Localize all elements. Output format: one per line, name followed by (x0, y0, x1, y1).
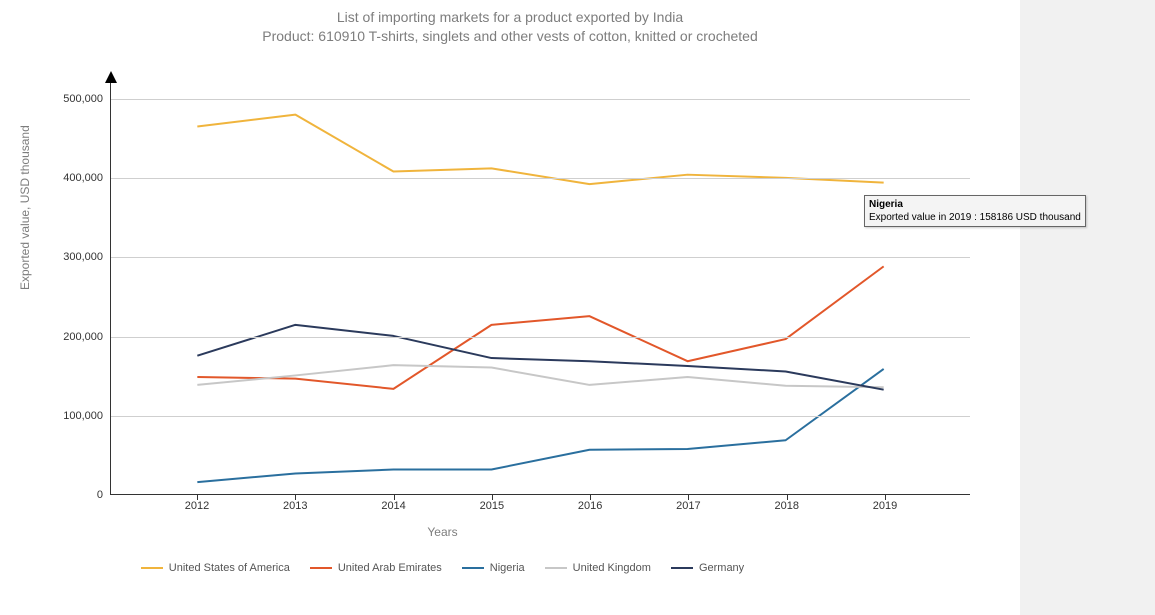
side-panel (1020, 0, 1155, 615)
chart-title-block: List of importing markets for a product … (0, 0, 1020, 46)
legend-swatch (310, 567, 332, 569)
gridline (111, 257, 970, 258)
legend-label: United States of America (169, 562, 290, 574)
x-tick-label: 2015 (480, 494, 504, 512)
legend-label: Nigeria (490, 562, 525, 574)
legend-swatch (141, 567, 163, 569)
gridline (111, 178, 970, 179)
gridline (111, 99, 970, 100)
legend-label: Germany (699, 562, 744, 574)
legend-item[interactable]: Germany (671, 562, 744, 574)
plot-area[interactable]: 0100,000200,000300,000400,000500,0002012… (110, 83, 970, 495)
legend-item[interactable]: United States of America (141, 562, 290, 574)
x-tick-label: 2016 (578, 494, 602, 512)
gridline (111, 416, 970, 417)
x-tick-label: 2012 (185, 494, 209, 512)
legend-item[interactable]: Nigeria (462, 562, 525, 574)
legend: United States of America United Arab Emir… (0, 560, 885, 574)
y-tick-label: 300,000 (63, 251, 111, 263)
series-layer (111, 83, 970, 494)
series-line[interactable] (197, 365, 883, 387)
chart-container: List of importing markets for a product … (0, 0, 1020, 615)
tooltip: Nigeria Exported value in 2019 : 158186 … (864, 195, 1086, 227)
y-tick-label: 0 (97, 489, 111, 501)
y-tick-label: 400,000 (63, 172, 111, 184)
legend-label: United Kingdom (573, 562, 651, 574)
x-tick-label: 2019 (873, 494, 897, 512)
y-tick-label: 100,000 (63, 410, 111, 422)
y-axis-arrow-icon (105, 71, 117, 83)
legend-swatch (671, 567, 693, 569)
x-tick-label: 2013 (283, 494, 307, 512)
y-tick-label: 500,000 (63, 93, 111, 105)
x-tick-label: 2018 (774, 494, 798, 512)
legend-item[interactable]: United Arab Emirates (310, 562, 442, 574)
tooltip-series-name: Nigeria (869, 198, 1081, 211)
legend-label: United Arab Emirates (338, 562, 442, 574)
chart-title-line1: List of importing markets for a product … (0, 8, 1020, 27)
tooltip-text: Exported value in 2019 : 158186 USD thou… (869, 211, 1081, 224)
chart-title-line2: Product: 610910 T-shirts, singlets and o… (0, 27, 1020, 46)
x-tick-label: 2017 (676, 494, 700, 512)
gridline (111, 337, 970, 338)
legend-swatch (545, 567, 567, 569)
series-line[interactable] (197, 115, 883, 185)
y-tick-label: 200,000 (63, 331, 111, 343)
y-axis-label: Exported value, USD thousand (18, 125, 32, 290)
legend-swatch (462, 567, 484, 569)
legend-item[interactable]: United Kingdom (545, 562, 651, 574)
x-tick-label: 2014 (381, 494, 405, 512)
x-axis-label: Years (0, 525, 885, 539)
